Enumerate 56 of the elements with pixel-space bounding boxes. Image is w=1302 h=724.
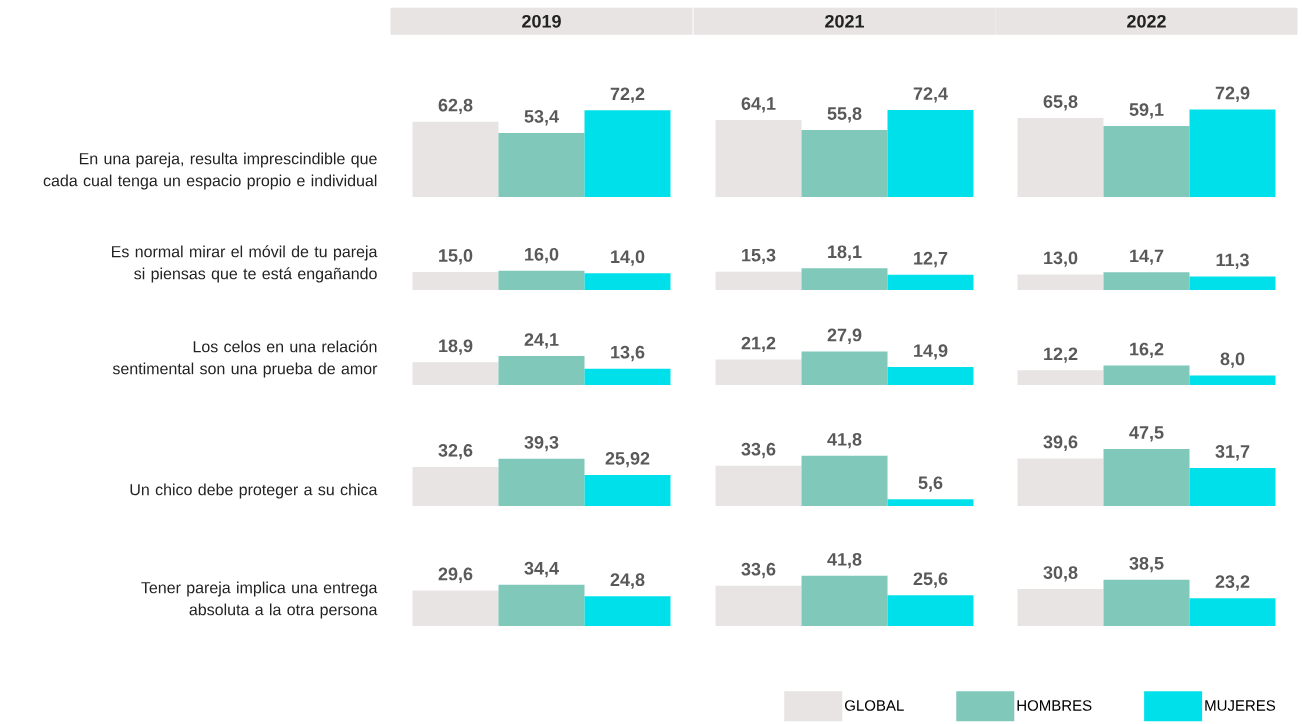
data-label: 23,2 xyxy=(1215,575,1250,591)
data-label: 27,9 xyxy=(827,328,862,344)
chart-title: 2022 xyxy=(1127,14,1166,28)
data-label: 39,6 xyxy=(1043,435,1078,451)
data-label: 12,7 xyxy=(914,251,948,268)
data-label: 72,4 xyxy=(913,87,948,103)
data-label: 30,8 xyxy=(1043,566,1078,582)
legend-label: GLOBAL xyxy=(845,700,904,711)
data-label: 16,2 xyxy=(1130,342,1164,359)
data-label: 65,8 xyxy=(1043,95,1078,111)
data-label: 5,6 xyxy=(918,476,943,492)
legend-label: MUJERES xyxy=(1205,700,1276,711)
data-label: 21,2 xyxy=(741,336,776,353)
data-label: 14,9 xyxy=(914,344,948,360)
data-label: 24,8 xyxy=(610,573,645,589)
data-label: 33,6 xyxy=(741,562,776,579)
data-label: 16,0 xyxy=(525,247,559,264)
data-label: 72,9 xyxy=(1215,86,1250,102)
data-label: 31,7 xyxy=(1215,445,1250,461)
y-axis-title: Un chico debe proteger a su chica xyxy=(130,483,378,499)
data-label: 33,6 xyxy=(741,442,776,459)
data-label: 29,6 xyxy=(438,567,473,583)
data-label: 15,3 xyxy=(742,248,776,265)
data-label: 18,1 xyxy=(828,245,862,261)
data-label: 15,0 xyxy=(439,249,473,265)
data-label: 59,1 xyxy=(1129,103,1164,119)
data-label: 64,1 xyxy=(741,97,776,113)
data-label: 12,2 xyxy=(1044,347,1078,363)
data-label: 53,4 xyxy=(524,110,559,126)
data-label: 11,3 xyxy=(1216,253,1249,269)
y-axis-title: Es normal mirar el móvil de tu pareja si piensas que te está engañando xyxy=(112,245,378,283)
data-label: 14,7 xyxy=(1130,249,1164,265)
data-label: 13,6 xyxy=(611,345,645,362)
data-label: 38,5 xyxy=(1129,556,1164,573)
data-label: 55,8 xyxy=(827,107,862,123)
data-label: 41,8 xyxy=(827,432,862,449)
y-axis-title: Tener pareja implica una entrega absoluta a la otra persona xyxy=(141,581,378,619)
data-label: 24,1 xyxy=(524,333,559,349)
data-label: 25,6 xyxy=(913,572,948,588)
data-label: 39,3 xyxy=(524,435,559,452)
data-label: 25,92 xyxy=(605,452,650,468)
data-label: 32,6 xyxy=(438,443,473,460)
data-label: 72,2 xyxy=(610,87,645,103)
y-axis-title: En una pareja, resulta imprescindible que cada cual tenga un espacio propio e individual xyxy=(43,152,377,190)
data-label: 14,0 xyxy=(611,250,645,266)
data-label: 41,8 xyxy=(827,552,862,569)
data-label: 8,0 xyxy=(1220,352,1245,368)
legend-label: HOMBRES xyxy=(1017,700,1092,711)
data-label: 62,8 xyxy=(438,98,473,115)
y-axis-title: Los celos en una relación sentimental son una prueba de amor xyxy=(112,340,378,378)
data-label: 34,4 xyxy=(524,561,559,578)
data-label: 47,5 xyxy=(1129,426,1164,442)
chart-title: 2019 xyxy=(522,14,561,28)
data-label: 18,9 xyxy=(439,339,473,355)
data-label: 13,0 xyxy=(1044,251,1078,267)
chart-title: 2021 xyxy=(825,14,865,28)
